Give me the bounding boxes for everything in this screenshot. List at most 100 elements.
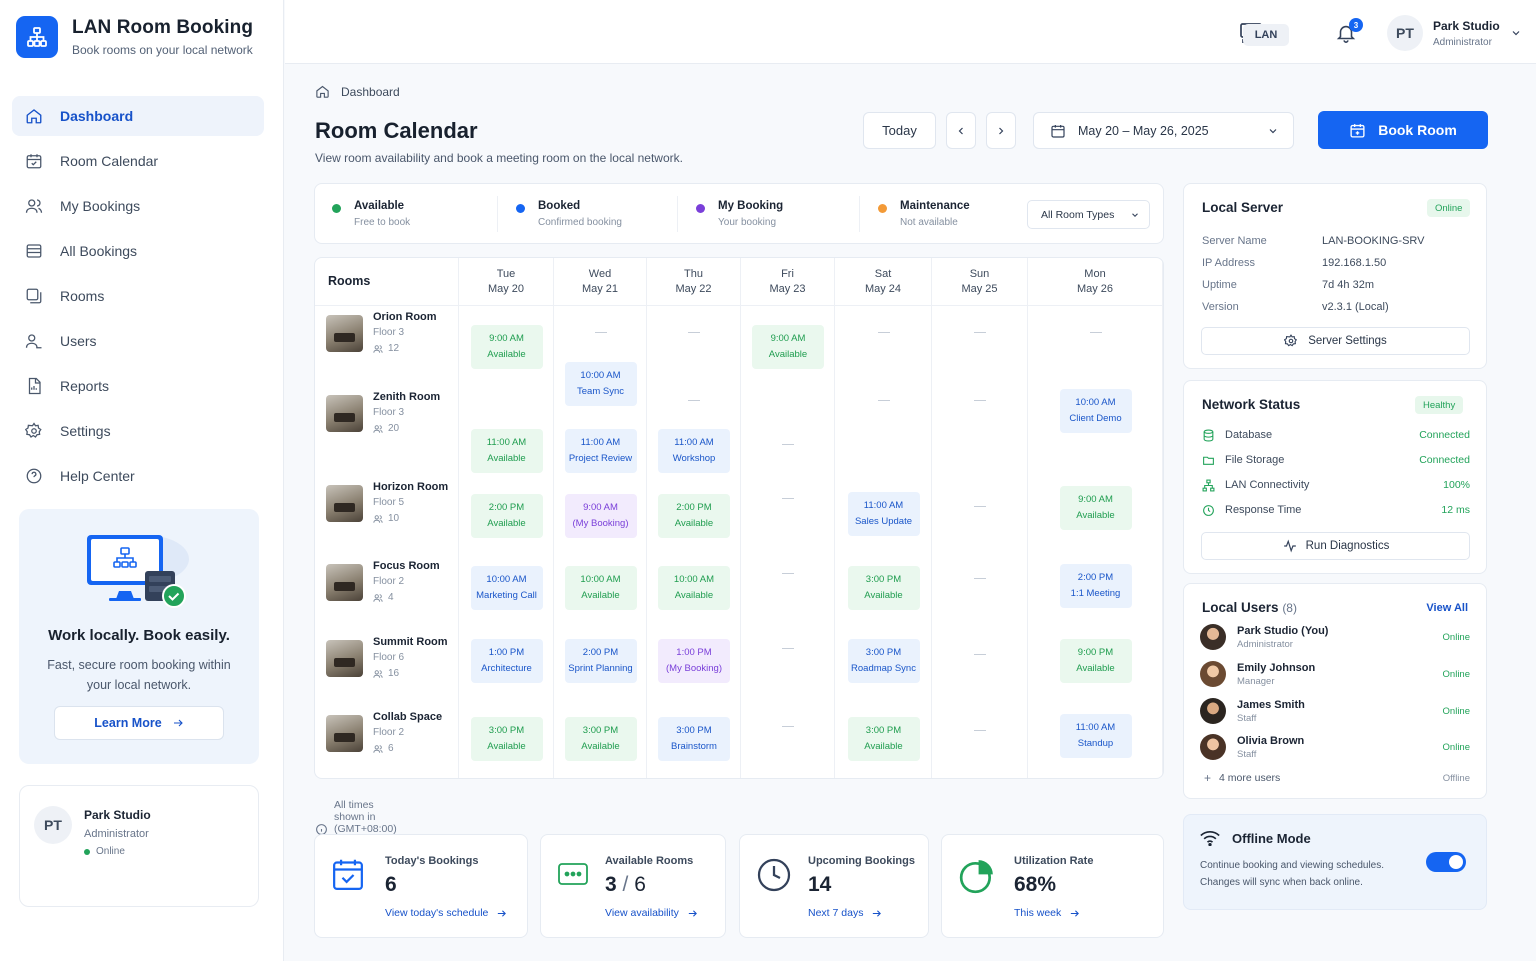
this-week-link[interactable]: This week bbox=[1014, 907, 1080, 919]
sidebar-item-room-calendar[interactable]: Room Calendar bbox=[12, 141, 264, 181]
local-server-title: Local Server bbox=[1202, 200, 1284, 215]
room-capacity: 12 bbox=[373, 341, 437, 357]
booking-slot[interactable]: 11:00 AM Workshop bbox=[658, 429, 730, 473]
stat-card-todays-bookings[interactable]: Today's Bookings 6 View today's schedule bbox=[314, 834, 528, 938]
bell-icon[interactable] bbox=[1335, 22, 1357, 44]
booking-slot[interactable]: 3:00 PM Brainstorm bbox=[658, 717, 730, 761]
user-status: Online bbox=[1442, 705, 1470, 717]
booking-slot[interactable]: 11:00 AM Available bbox=[470, 429, 543, 473]
room-row[interactable]: Focus Room Floor 2 4 bbox=[315, 558, 459, 606]
slot-label: Standup bbox=[1077, 738, 1114, 749]
booking-slot[interactable]: 9:00 AM Available bbox=[752, 325, 824, 369]
book-room-button[interactable]: Book Room bbox=[1318, 111, 1488, 149]
booking-slot[interactable]: 11:00 AM Sales Update bbox=[847, 492, 920, 536]
list-item[interactable]: Park Studio (You) Administrator Online bbox=[1200, 622, 1470, 652]
slot-time: 9:00 AM bbox=[770, 333, 806, 344]
run-diagnostics-button[interactable]: Run Diagnostics bbox=[1201, 532, 1470, 560]
booking-slot[interactable]: 3:00 PM Available bbox=[847, 717, 920, 761]
list-item[interactable]: James Smith Staff Online bbox=[1200, 696, 1470, 726]
server-settings-button[interactable]: Server Settings bbox=[1201, 327, 1470, 355]
page-subtitle: View room availability and book a meetin… bbox=[315, 151, 683, 165]
room-row[interactable]: Zenith Room Floor 3 20 bbox=[315, 389, 459, 437]
booking-slot[interactable]: 11:00 AM Project Review bbox=[564, 429, 637, 473]
view-all-users-link[interactable]: View All bbox=[1426, 602, 1468, 614]
user-role: Administrator bbox=[84, 828, 149, 840]
app-subtitle: Book rooms on your local network bbox=[72, 43, 253, 57]
booking-slot[interactable]: 10:00 AM Available bbox=[564, 566, 637, 610]
sidebar-item-rooms[interactable]: Rooms bbox=[12, 276, 264, 316]
booking-slot[interactable]: 1:00 PM Architecture bbox=[470, 639, 543, 683]
booking-slot[interactable]: 10:00 AM Client Demo bbox=[1059, 389, 1132, 433]
view-todays-schedule-link[interactable]: View today's schedule bbox=[385, 907, 507, 919]
room-row[interactable]: Collab Space Floor 2 6 bbox=[315, 709, 459, 757]
next-7-days-link[interactable]: Next 7 days bbox=[808, 907, 882, 919]
sidebar: LAN Room Booking Book rooms on your loca… bbox=[0, 0, 284, 961]
user-name: Olivia Brown bbox=[1237, 734, 1305, 747]
booking-slot[interactable]: 3:00 PM Available bbox=[847, 566, 920, 610]
slot-time: 3:00 PM bbox=[488, 725, 525, 736]
booking-slot[interactable]: 2:00 PM Available bbox=[470, 494, 543, 538]
slot-label: Architecture bbox=[481, 663, 532, 674]
view-availability-link[interactable]: View availability bbox=[605, 907, 698, 919]
room-type-filter[interactable]: All Room Types bbox=[1027, 200, 1150, 229]
offline-mode-card: Offline Mode Continue booking and viewin… bbox=[1183, 814, 1487, 910]
day-name: Wed bbox=[588, 268, 612, 280]
stat-card-available-rooms[interactable]: Available Rooms 3 / 6 View availability bbox=[540, 834, 726, 938]
room-calendar-grid: Rooms Tue May 20 Wed May 21 Thu May 22 Fri May … bbox=[314, 257, 1164, 779]
booking-slot[interactable]: 3:00 PM Available bbox=[470, 717, 543, 761]
stat-card-utilization-rate[interactable]: Utilization Rate 68% This week bbox=[941, 834, 1164, 938]
room-row[interactable]: Orion Room Floor 3 12 bbox=[315, 309, 459, 357]
booking-slot[interactable]: 9:00 AM (My Booking) bbox=[564, 494, 637, 538]
booking-slot[interactable]: 2:00 PM 1:1 Meeting bbox=[1059, 564, 1132, 608]
slot-time: 9:00 PM bbox=[1077, 647, 1114, 658]
sidebar-item-reports[interactable]: Reports bbox=[12, 366, 264, 406]
room-type-filter-label: All Room Types bbox=[1041, 208, 1115, 221]
booking-slot[interactable]: 1:00 PM (My Booking) bbox=[658, 639, 730, 683]
offline-mode-toggle[interactable] bbox=[1426, 852, 1466, 872]
next-week-button[interactable] bbox=[986, 112, 1016, 149]
breadcrumb-item[interactable]: Dashboard bbox=[341, 84, 400, 99]
sidebar-user-card[interactable]: PT Park Studio Administrator Online bbox=[19, 785, 259, 907]
today-button[interactable]: Today bbox=[863, 112, 936, 149]
room-row[interactable]: Horizon Room Floor 5 10 bbox=[315, 479, 459, 527]
booking-slot[interactable]: 2:00 PM Available bbox=[658, 494, 730, 538]
slot-time: 10:00 AM bbox=[673, 574, 715, 585]
booking-slot[interactable]: 9:00 PM Available bbox=[1059, 639, 1132, 683]
learn-more-button[interactable]: Learn More bbox=[54, 706, 224, 740]
date-range-picker[interactable]: May 20 – May 26, 2025 bbox=[1033, 112, 1294, 149]
list-item[interactable]: Olivia Brown Staff Online bbox=[1200, 732, 1470, 762]
room-row[interactable]: Summit Room Floor 6 16 bbox=[315, 634, 459, 682]
sidebar-item-users[interactable]: Users bbox=[12, 321, 264, 361]
sidebar-item-my-bookings[interactable]: My Bookings bbox=[12, 186, 264, 226]
prev-week-button[interactable] bbox=[946, 112, 976, 149]
topbar-avatar[interactable]: PT bbox=[1387, 15, 1423, 51]
list-item[interactable]: Emily Johnson Manager Online bbox=[1200, 659, 1470, 689]
sidebar-item-all-bookings[interactable]: All Bookings bbox=[12, 231, 264, 271]
home-icon[interactable] bbox=[315, 84, 330, 99]
pie-chart-icon bbox=[958, 857, 996, 895]
stat-label: Upcoming Bookings bbox=[808, 855, 915, 867]
slot-label: Sprint Planning bbox=[568, 663, 633, 674]
network-row-value: 100% bbox=[1443, 479, 1470, 491]
slot-label: Available bbox=[581, 590, 620, 601]
more-users-row[interactable]: + 4 more users Offline bbox=[1200, 769, 1470, 787]
slot-label: Client Demo bbox=[1069, 413, 1122, 424]
booking-slot[interactable]: 10:00 AM Available bbox=[658, 566, 730, 610]
booking-slot[interactable]: 10:00 AM Marketing Call bbox=[470, 566, 543, 610]
booking-slot[interactable]: 11:00 AM Standup bbox=[1059, 714, 1132, 758]
booking-slot[interactable]: 2:00 PM Sprint Planning bbox=[564, 639, 637, 683]
sidebar-item-settings[interactable]: Settings bbox=[12, 411, 264, 451]
stat-card-upcoming-bookings[interactable]: Upcoming Bookings 14 Next 7 days bbox=[739, 834, 929, 938]
empty-slot-dash bbox=[974, 730, 986, 731]
brand[interactable]: LAN Room Booking Book rooms on your loca… bbox=[16, 16, 253, 58]
booking-slot[interactable]: 3:00 PM Roadmap Sync bbox=[847, 639, 920, 683]
sidebar-item-help-center[interactable]: Help Center bbox=[12, 456, 264, 496]
booking-slot[interactable]: 3:00 PM Available bbox=[564, 717, 637, 761]
calendar-plus-icon bbox=[1349, 122, 1366, 139]
available-count: 3 bbox=[605, 873, 617, 896]
sidebar-item-dashboard[interactable]: Dashboard bbox=[12, 96, 264, 136]
chevron-down-icon[interactable] bbox=[1510, 27, 1522, 39]
booking-slot[interactable]: 9:00 AM Available bbox=[1059, 486, 1132, 530]
booking-slot[interactable]: 9:00 AM Available bbox=[470, 325, 543, 369]
booking-slot[interactable]: 10:00 AM Team Sync bbox=[564, 362, 637, 406]
